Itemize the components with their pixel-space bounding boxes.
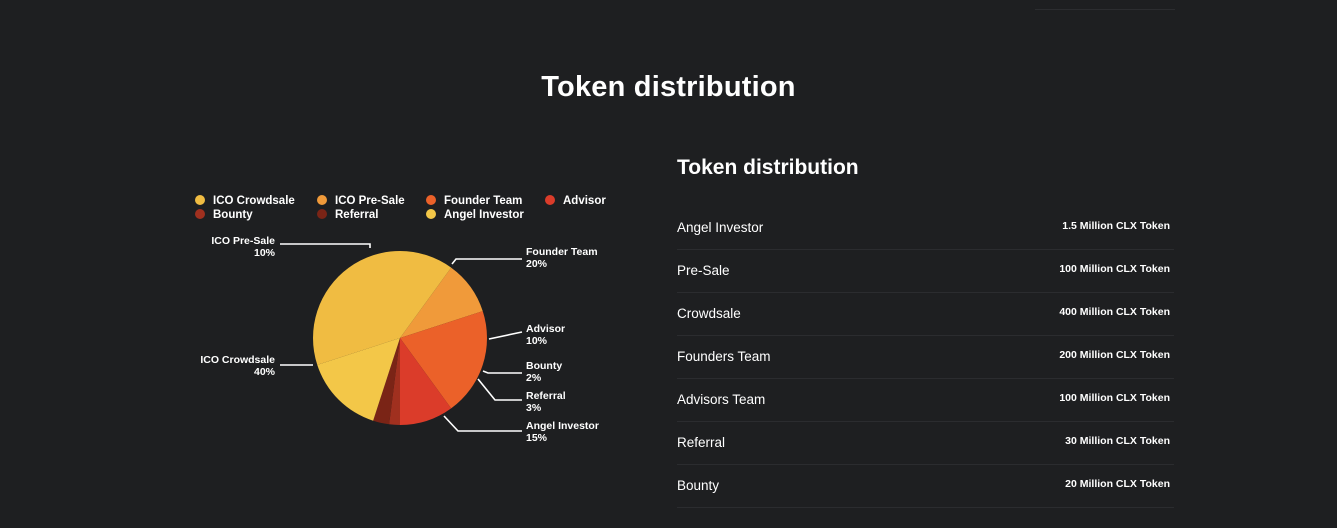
legend-swatch-ico-crowdsale — [195, 195, 205, 205]
data-label-ico-pre-sale: ICO Pre-Sale — [211, 235, 275, 247]
row-label: Pre-Sale — [677, 263, 730, 278]
data-label-founder-team: Founder Team — [526, 246, 598, 258]
pie-slice-advisor — [400, 338, 452, 425]
row-value: 100 Million CLX Token — [1059, 392, 1170, 404]
pie-chart: ICO Crowdsale ICO Pre-Sale Founder Team Adv… — [180, 180, 630, 460]
data-value-ico-pre-sale: 10% — [254, 247, 276, 259]
list-item: Advisors Team 100 Million CLX Token — [677, 379, 1174, 422]
list-item: Crowdsale 400 Million CLX Token — [677, 293, 1174, 336]
distribution-panel: Token distribution Angel Investor 1.5 Mi… — [677, 155, 1174, 508]
row-label: Advisors Team — [677, 392, 766, 407]
legend-label-ico-crowdsale: ICO Crowdsale — [213, 195, 295, 207]
legend-swatch-referral — [317, 209, 327, 219]
data-value-founder-team: 20% — [526, 258, 548, 270]
data-value-referral: 3% — [526, 402, 542, 414]
data-value-angel-investor: 15% — [526, 432, 548, 444]
leader-line-ico-pre-sale — [280, 243, 371, 248]
pie-slice-bounty — [389, 338, 400, 425]
panel-title: Token distribution — [677, 156, 859, 179]
top-divider — [1035, 9, 1175, 10]
data-label-advisor: Advisor — [526, 323, 565, 335]
legend-label-referral: Referral — [335, 209, 378, 221]
row-value: 1.5 Million CLX Token — [1062, 220, 1170, 232]
legend-label-bounty: Bounty — [213, 209, 253, 221]
row-label: Referral — [677, 435, 726, 450]
legend-label-angel-investor: Angel Investor — [444, 209, 524, 221]
row-value: 400 Million CLX Token — [1059, 306, 1170, 318]
list-item: Bounty 20 Million CLX Token — [677, 465, 1174, 508]
leader-line-bounty — [482, 370, 522, 374]
pie-chart-svg: ICO Crowdsale ICO Pre-Sale Founder Team Adv… — [195, 195, 606, 444]
list-item: Founders Team 200 Million CLX Token — [677, 336, 1174, 379]
leader-line-advisor — [488, 331, 523, 340]
pie-slice-ico-pre-sale — [400, 267, 483, 338]
data-value-advisor: 10% — [526, 335, 548, 347]
row-value: 20 Million CLX Token — [1065, 478, 1170, 490]
legend-swatch-ico-pre-sale — [317, 195, 327, 205]
page-title: Token distribution — [541, 71, 796, 104]
legend-label-advisor: Advisor — [563, 195, 606, 207]
data-value-ico-crowdsale: 40% — [254, 366, 276, 378]
data-label-ico-crowdsale: ICO Crowdsale — [200, 354, 275, 366]
list-item: Angel Investor 1.5 Million CLX Token — [677, 207, 1174, 250]
distribution-list: Angel Investor 1.5 Million CLX Token Pre… — [677, 207, 1174, 508]
legend-swatch-bounty — [195, 209, 205, 219]
data-label-angel-investor: Angel Investor — [526, 420, 599, 432]
row-value: 30 Million CLX Token — [1065, 435, 1170, 447]
row-label: Crowdsale — [677, 306, 741, 321]
row-label: Founders Team — [677, 349, 771, 364]
legend-label-founder-team: Founder Team — [444, 195, 522, 207]
pie-slice-founder-team — [400, 311, 487, 409]
pie-slice-ico-crowdsale — [313, 251, 452, 365]
leader-line-referral — [477, 378, 522, 401]
legend-swatch-founder-team — [426, 195, 436, 205]
row-label: Bounty — [677, 478, 720, 493]
data-value-bounty: 2% — [526, 372, 542, 384]
list-item: Pre-Sale 100 Million CLX Token — [677, 250, 1174, 293]
data-label-bounty: Bounty — [526, 360, 562, 372]
pie-slice-referral — [373, 338, 400, 425]
list-item: Referral 30 Million CLX Token — [677, 422, 1174, 465]
pie-slice-angel-investor — [317, 338, 400, 421]
row-label: Angel Investor — [677, 220, 764, 235]
row-value: 200 Million CLX Token — [1059, 349, 1170, 361]
legend-swatch-advisor — [545, 195, 555, 205]
row-value: 100 Million CLX Token — [1059, 263, 1170, 275]
leader-line-angel-investor — [443, 415, 522, 432]
leader-line-founder-team — [451, 258, 522, 265]
legend-label-ico-pre-sale: ICO Pre-Sale — [335, 195, 405, 207]
data-label-referral: Referral — [526, 390, 566, 402]
legend-swatch-angel-investor — [426, 209, 436, 219]
